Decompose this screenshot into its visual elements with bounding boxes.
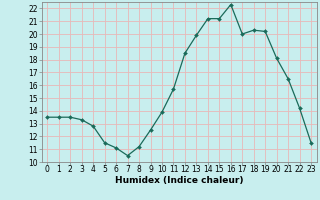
- X-axis label: Humidex (Indice chaleur): Humidex (Indice chaleur): [115, 176, 244, 185]
